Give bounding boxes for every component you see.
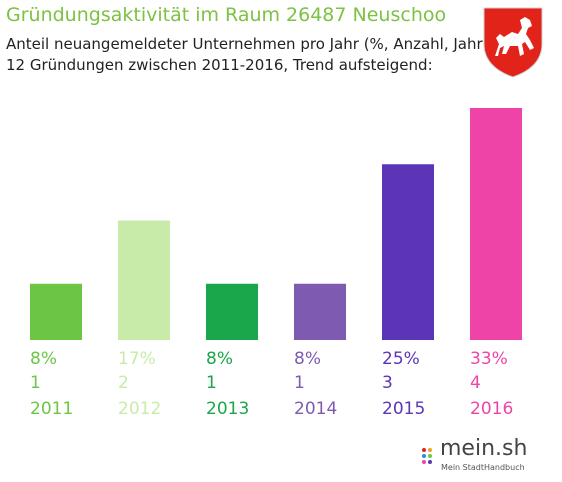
bar-2011 bbox=[30, 283, 82, 340]
percent-label-2013: 8% bbox=[206, 349, 233, 369]
count-label-2015: 3 bbox=[382, 373, 393, 393]
count-label-2016: 4 bbox=[470, 373, 481, 393]
niedersachsen-horse-crest-icon bbox=[483, 7, 543, 78]
percent-label-2011: 8% bbox=[30, 349, 57, 369]
count-label-2011: 1 bbox=[30, 373, 41, 393]
logo-name: mein.sh bbox=[440, 436, 528, 461]
year-label-2015: 2015 bbox=[382, 399, 425, 419]
percent-label-2016: 33% bbox=[470, 349, 508, 369]
bar-2014 bbox=[294, 283, 346, 340]
percent-label-2012: 17% bbox=[118, 349, 156, 369]
year-label-2013: 2013 bbox=[206, 399, 249, 419]
chart-subtitle: Anteil neuangemeldeter Unternehmen pro J… bbox=[6, 35, 489, 53]
year-label-2011: 2011 bbox=[30, 399, 73, 419]
bar-2013 bbox=[206, 283, 258, 340]
bar-2016 bbox=[470, 108, 522, 340]
mein-sh-logo: mein.sh Mein StadtHandbuch bbox=[420, 436, 540, 476]
bar-2015 bbox=[382, 164, 434, 340]
logo-dots-icon bbox=[422, 448, 432, 464]
year-label-2012: 2012 bbox=[118, 399, 161, 419]
count-label-2012: 2 bbox=[118, 373, 129, 393]
count-label-2014: 1 bbox=[294, 373, 305, 393]
year-label-2014: 2014 bbox=[294, 399, 337, 419]
chart-title: Gründungsaktivität im Raum 26487 Neuscho… bbox=[6, 4, 447, 26]
percent-label-2015: 25% bbox=[382, 349, 420, 369]
bar-2012 bbox=[118, 220, 170, 340]
count-label-2013: 1 bbox=[206, 373, 217, 393]
chart-summary: 12 Gründungen zwischen 2011-2016, Trend … bbox=[6, 56, 433, 74]
percent-label-2014: 8% bbox=[294, 349, 321, 369]
year-label-2016: 2016 bbox=[470, 399, 513, 419]
logo-tagline: Mein StadtHandbuch bbox=[441, 463, 525, 472]
